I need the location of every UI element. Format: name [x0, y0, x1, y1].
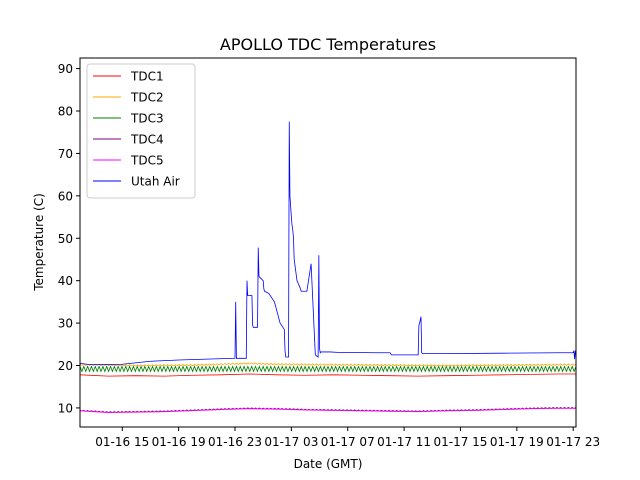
series-line-tdc5	[80, 407, 576, 413]
x-tick-label: 01-17 19	[490, 435, 544, 449]
series-line-tdc1	[80, 373, 576, 377]
x-tick-label: 01-16 23	[208, 435, 262, 449]
x-tick-label: 01-16 19	[152, 435, 206, 449]
legend: TDC1 TDC2 TDC3 TDC4 TDC5 Utah Air	[86, 63, 196, 199]
series-line-tdc2	[80, 362, 576, 367]
legend-label: TDC4	[130, 133, 164, 147]
y-tick-label: 70	[58, 147, 73, 161]
y-tick-label: 40	[58, 274, 73, 288]
x-tick-label: 01-17 03	[264, 435, 318, 449]
plot-area	[80, 121, 576, 414]
y-tick-label: 90	[58, 62, 73, 76]
x-axis-label: Date (GMT)	[294, 457, 363, 471]
series-line-tdc3	[80, 365, 576, 373]
y-tick-label: 20	[58, 359, 73, 373]
y-tick-label: 50	[58, 232, 73, 246]
y-tick-label: 10	[58, 401, 73, 415]
x-tick-label: 01-17 23	[546, 435, 600, 449]
axis-ticks: 10 20 30 40 50 60 70 80 90 01-16 15 01-16 19 01-16 …	[58, 62, 600, 449]
x-tick-label: 01-17 07	[321, 435, 375, 449]
x-tick-label: 01-17 11	[377, 435, 431, 449]
y-tick-label: 60	[58, 189, 73, 203]
legend-label: TDC3	[130, 112, 164, 126]
axes-frame	[79, 57, 577, 428]
y-tick-label: 30	[58, 317, 73, 331]
x-tick-label: 01-17 15	[433, 435, 487, 449]
legend-label: TDC1	[130, 70, 164, 84]
series-line-utah-air	[80, 121, 576, 366]
legend-label: TDC2	[130, 91, 164, 105]
legend-label: Utah Air	[131, 175, 180, 189]
legend-label: TDC5	[130, 154, 164, 168]
y-axis-label: Temperature (C)	[32, 193, 46, 292]
x-tick-label: 01-16 15	[95, 435, 149, 449]
y-tick-label: 80	[58, 105, 73, 119]
chart-title: APOLLO TDC Temperatures	[220, 35, 436, 54]
